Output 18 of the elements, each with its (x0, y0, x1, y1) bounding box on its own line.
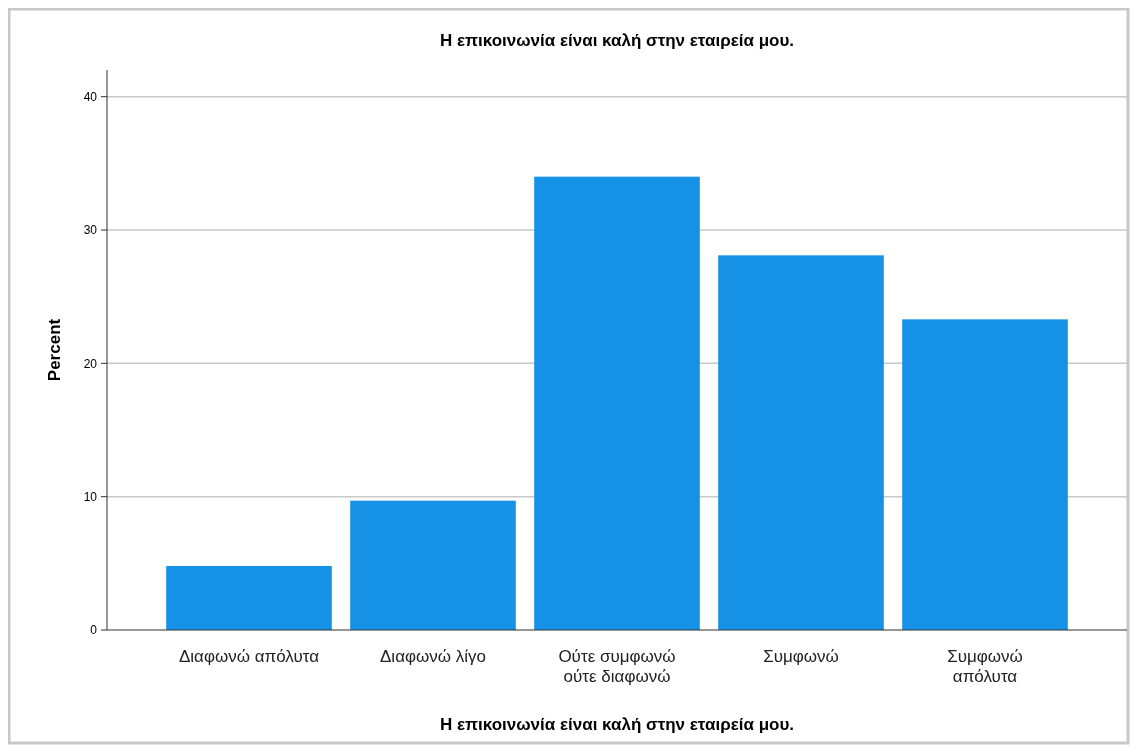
x-axis-title: Η επικοινωνία είναι καλή στην εταιρεία μου. (439, 715, 795, 734)
y-tick-label: 40 (83, 89, 98, 104)
y-tick-label: 20 (83, 356, 98, 371)
y-tick-label: 30 (83, 223, 98, 238)
x-tick-label: Συμφωνώ απόλυτα (947, 647, 1023, 686)
x-tick-label: Διαφωνώ απόλυτα (178, 647, 320, 666)
x-tick-label: Συμφωνώ (763, 647, 839, 666)
bar (534, 176, 700, 630)
y-tick-label: 10 (83, 489, 98, 504)
bar (350, 500, 516, 630)
y-axis-title: Percent (45, 318, 64, 382)
bar (166, 566, 332, 630)
y-tick-label: 0 (90, 623, 98, 638)
x-tick-label: Διαφωνώ λίγο (380, 647, 486, 666)
chart-title: Η επικοινωνία είναι καλή στην εταιρεία μου. (439, 31, 795, 50)
bar (902, 319, 1068, 630)
bar (718, 255, 884, 630)
x-tick-label: Ούτε συμφωνώ ούτε διαφωνώ (558, 647, 676, 686)
